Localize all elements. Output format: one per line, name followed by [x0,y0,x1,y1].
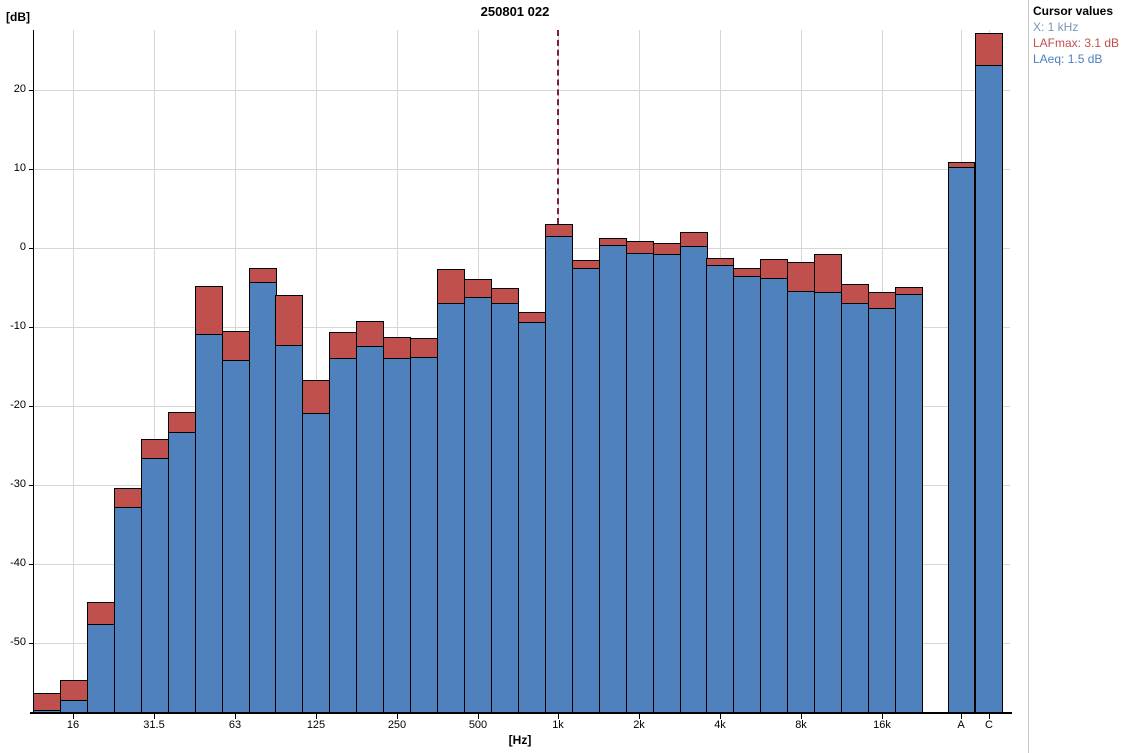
bar-laeq-3.15k[interactable] [680,246,708,713]
cursor-values-title: Cursor values [1033,4,1114,18]
y-tick-label: -50 [10,636,26,648]
bar-laeq-C[interactable] [975,65,1003,713]
bar-laeq-125[interactable] [302,413,330,713]
y-tick-label: 20 [13,83,26,95]
x-tick [154,714,155,719]
cursor-values-panel: Cursor values X: 1 kHz LAFmax: 3.1 dB LAeq… [1028,0,1132,753]
chart-title: 250801 022 [480,4,550,19]
bar-laeq-6.3k[interactable] [760,278,788,713]
y-tick [29,90,33,91]
x-tick [316,714,317,719]
x-tick-label: 125 [306,719,326,731]
y-axis-line [33,30,34,712]
y-tick-label: 10 [13,162,26,174]
bar-laeq-2.5k[interactable] [653,254,681,713]
x-tick [801,714,802,719]
x-tick [558,714,559,719]
bar-laeq-25[interactable] [114,507,142,713]
bar-laeq-1.25k[interactable] [572,268,600,713]
bar-laeq-8k[interactable] [787,291,815,713]
y-tick [29,327,33,328]
x-gridline [154,30,155,712]
bar-laeq-500[interactable] [464,297,492,713]
bar-laeq-31.5[interactable] [141,458,169,713]
bar-laeq-20[interactable] [87,624,115,713]
bar-laeq-2k[interactable] [626,253,654,713]
bar-laeq-100[interactable] [275,345,303,713]
x-tick-label: C [985,719,993,731]
y-gridline [33,90,1010,91]
bar-laeq-A[interactable] [948,167,975,713]
bar-laeq-250[interactable] [383,358,411,713]
y-tick [29,643,33,644]
bar-laeq-1.6k[interactable] [599,245,627,713]
plot-area[interactable]: 20 10 0 -10 -20 -30 -40 -50 16 31.5 63 125 250 500 1k 2… [0,0,1028,753]
y-tick-label: -20 [10,399,26,411]
bar-laeq-20k[interactable] [895,294,923,713]
x-gridline [73,30,74,712]
x-tick-label: A [957,719,965,731]
x-tick-label: 16k [873,719,891,731]
x-tick [989,714,990,719]
spectrum-chart: 250801 022 [dB] 20 10 0 -10 -20 -30 -40 -50 16 31… [0,0,1028,753]
bar-laeq-10k[interactable] [814,292,842,713]
x-tick-label: 63 [228,719,242,731]
x-tick-label: 16 [66,719,80,731]
bar-laeq-400[interactable] [437,303,465,713]
x-tick [882,714,883,719]
bar-laeq-315[interactable] [410,357,438,713]
y-gridline [33,248,1010,249]
y-tick-label: -40 [10,557,26,569]
bar-laeq-160[interactable] [329,358,357,713]
bar-laeq-800[interactable] [518,322,546,713]
x-tick-label: 8k [795,719,807,731]
x-tick-label: 2k [633,719,645,731]
y-tick [29,406,33,407]
x-axis-line [30,712,1012,714]
cursor-line[interactable] [557,30,559,224]
bar-laeq-200[interactable] [356,346,384,713]
bar-laeq-630[interactable] [491,303,519,713]
bar-laeq-1k[interactable] [545,236,573,713]
x-tick [235,714,236,719]
y-tick-label: 0 [19,241,26,253]
y-tick [29,564,33,565]
x-tick-label: 500 [468,719,488,731]
x-tick [720,714,721,719]
y-tick-label: -10 [10,320,26,332]
bar-laeq-80[interactable] [249,282,277,713]
x-tick-label: 1k [552,719,564,731]
x-tick-label: 250 [387,719,407,731]
bar-laeq-50[interactable] [195,334,223,713]
bar-laeq-63[interactable] [222,360,250,713]
x-tick [397,714,398,719]
y-tick [29,248,33,249]
cursor-values-list: X: 1 kHz LAFmax: 3.1 dB LAeq: 1.5 dB [1029,20,1132,66]
x-tick [639,714,640,719]
x-tick [73,714,74,719]
x-tick [478,714,479,719]
y-gridline [33,169,1010,170]
bar-laeq-12.5k[interactable] [841,303,869,713]
bar-laeq-4k[interactable] [706,265,734,713]
y-tick [29,485,33,486]
bar-laeq-40[interactable] [168,432,196,713]
x-tick [961,714,962,719]
x-tick-label: 4k [714,719,726,731]
cursor-lafmax-value: LAFmax: 3.1 dB [1033,36,1120,50]
bar-laeq-16k[interactable] [868,308,896,713]
cursor-laeq-value: LAeq: 1.5 dB [1033,52,1103,66]
y-tick-label: -30 [10,478,26,490]
y-tick [29,169,33,170]
cursor-x-value: X: 1 kHz [1033,20,1079,34]
x-tick-label: 31.5 [143,719,165,731]
x-gridline [316,30,317,712]
bar-laeq-5k[interactable] [733,276,761,713]
x-axis-unit-label: [Hz] [508,733,532,747]
y-axis-unit-label: [dB] [6,10,30,24]
